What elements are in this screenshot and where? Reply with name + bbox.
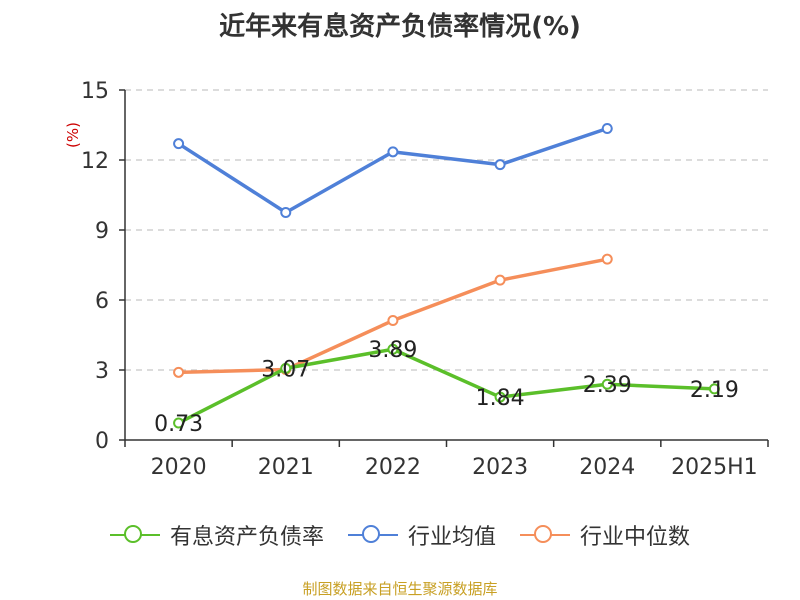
x-tick-label: 2025H1 (671, 455, 758, 480)
data-label: 3.89 (368, 338, 417, 363)
series-2-point (387, 315, 399, 327)
series-0-point (494, 391, 506, 403)
series-1-point (280, 207, 292, 218)
data-label: 2.19 (690, 378, 739, 403)
series-0-point (173, 417, 185, 429)
chart-title: 近年来有息资产负债率情况(%) (219, 12, 581, 42)
x-tick-label: 2021 (258, 455, 314, 480)
data-label: 0.73 (154, 412, 203, 437)
data-label: 2.39 (583, 373, 632, 398)
legend-label-0: 有息资产负债率 (169, 525, 324, 550)
x-tick-label: 2022 (365, 455, 421, 480)
series-2-point (601, 253, 613, 265)
y-tick-label: 9 (95, 219, 109, 244)
x-tick-label: 2023 (472, 455, 528, 480)
series-0-point (601, 378, 613, 390)
y-tick-label: 6 (95, 289, 109, 314)
legend-marker-1 (347, 525, 398, 545)
series-0-point (387, 343, 399, 355)
series-line-1 (177, 126, 608, 215)
x-tick-label: 2020 (151, 455, 207, 480)
legend-item-0[interactable]: 有息资产负债率 (109, 519, 324, 551)
legend-marker-0 (109, 525, 160, 545)
series-1-point (387, 146, 399, 158)
x-tick-label: 2024 (579, 455, 635, 480)
legend-item-2[interactable]: 行业中位数 (520, 519, 690, 551)
data-label: 1.84 (476, 386, 525, 411)
series-0-point (708, 383, 720, 395)
series-line-0 (177, 347, 715, 425)
series-2-point (173, 366, 185, 378)
chart-legend: 有息资产负债率 行业均值 行业中位数 (0, 519, 800, 551)
series-0-point (280, 362, 292, 374)
data-label: 3.07 (261, 357, 310, 382)
series-1-point (494, 159, 506, 171)
series-1-point (601, 123, 613, 134)
series-2-point (494, 274, 506, 286)
series-1-point (173, 138, 185, 150)
data-source: 制图数据来自恒生聚源数据库 (302, 580, 498, 598)
y-tick-label: 3 (95, 359, 109, 384)
y-tick-label: 12 (81, 149, 109, 174)
y-tick-label: 15 (81, 79, 109, 104)
legend-label-1: 行业均值 (407, 525, 496, 550)
legend-item-1[interactable]: 行业均值 (347, 519, 496, 551)
legend-marker-2 (520, 525, 570, 545)
legend-label-2: 行业中位数 (580, 525, 691, 550)
y-tick-label: 0 (95, 429, 109, 454)
